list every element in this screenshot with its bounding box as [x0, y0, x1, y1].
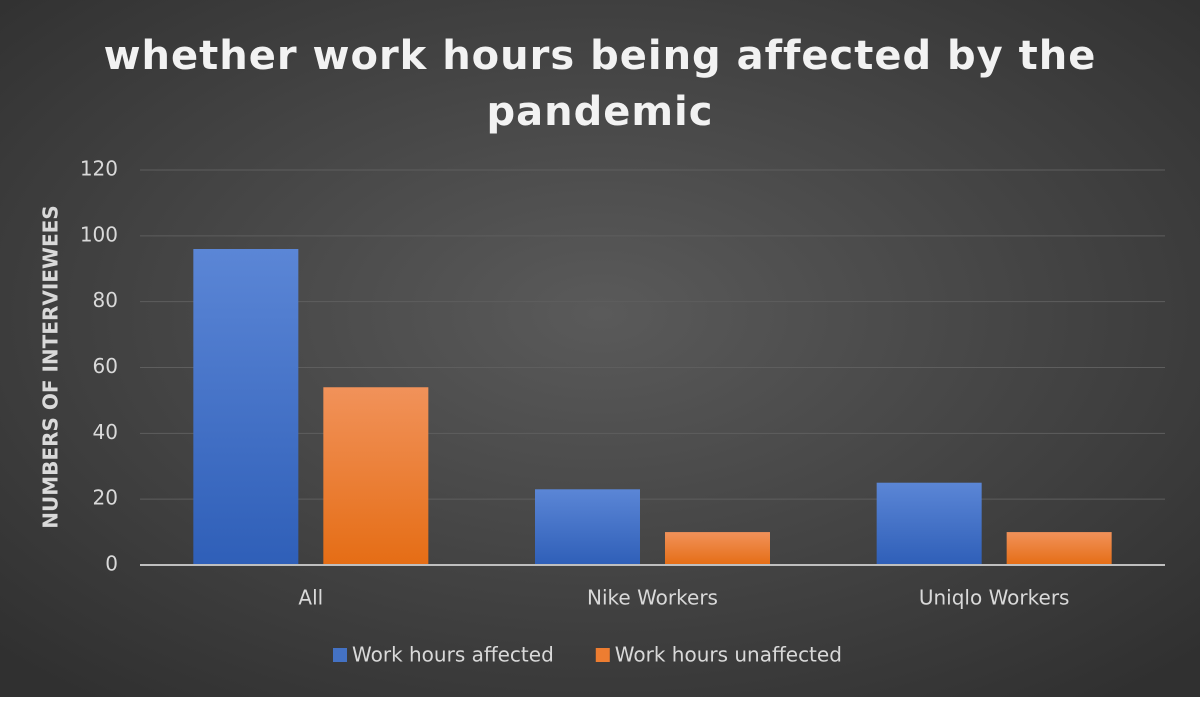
bar	[876, 482, 982, 565]
bar	[193, 249, 299, 565]
legend-label: Work hours affected	[352, 643, 554, 667]
legend-swatch	[333, 648, 347, 662]
y-tick-label: 60	[93, 354, 118, 378]
y-axis-label: NUMBERS OF INTERVIEWEES	[39, 205, 63, 528]
y-tick-label: 20	[93, 486, 118, 510]
x-tick-label: All	[298, 586, 323, 610]
chart-title: whether work hours being affected by the…	[103, 33, 1097, 135]
bar	[1006, 532, 1112, 565]
bar	[535, 489, 640, 565]
y-tick-label: 40	[93, 420, 118, 444]
bar	[665, 532, 770, 565]
y-tick-label: 0	[105, 552, 118, 576]
bar	[323, 387, 429, 565]
x-tick-label: Uniqlo Workers	[919, 586, 1070, 610]
legend-swatch	[595, 648, 610, 662]
y-tick-label: 100	[80, 222, 118, 246]
y-tick-label: 120	[80, 157, 118, 181]
y-tick-label: 80	[93, 288, 118, 312]
x-tick-label: Nike Workers	[587, 586, 718, 610]
legend-label: Work hours unaffected	[615, 643, 842, 667]
